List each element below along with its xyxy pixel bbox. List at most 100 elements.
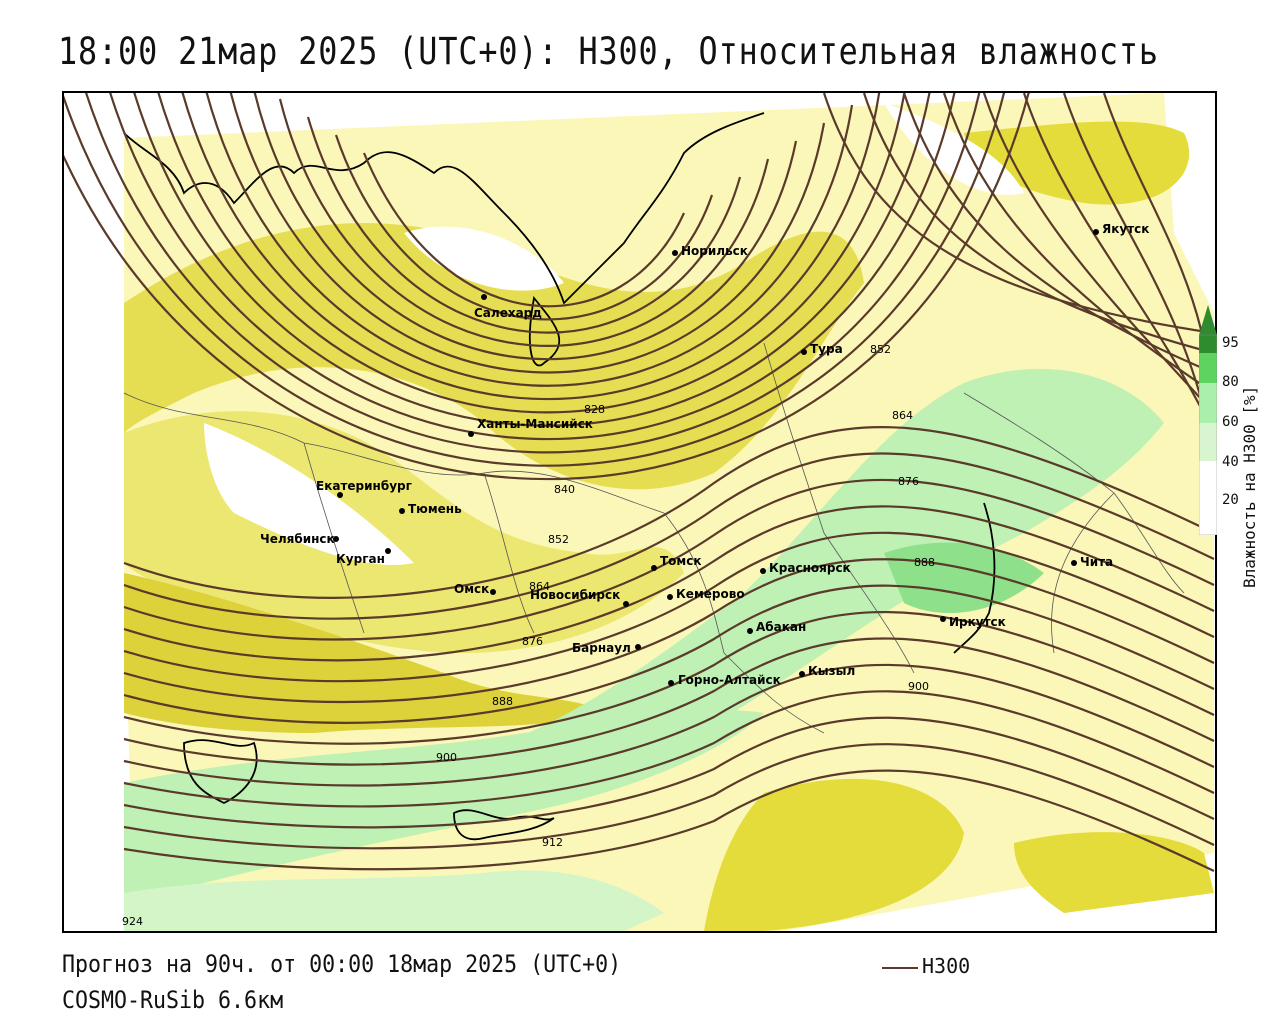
isoline-label: 900 [908,680,929,693]
city-barnaul: Барнаул [572,641,641,655]
isoline-label: 876 [522,635,543,648]
map-area: 828 840 852 864 876 888 900 912 924 852 … [62,91,1217,933]
svg-text:Иркутск: Иркутск [949,615,1006,629]
city-tura: Тура [801,342,843,356]
isoline-label: 828 [584,403,605,416]
svg-text:Омск: Омск [454,582,489,596]
isoline [123,769,1215,872]
city-norilsk: Норильск [672,244,748,258]
admin-boundaries [123,342,1185,734]
isoline [123,425,1215,599]
city-abakan: Абакан [747,620,806,634]
isoline-label: 876 [898,475,919,488]
isoline-label: 864 [892,409,913,422]
h300-legend: H300 [882,954,970,978]
city-tyumen: Тюмень [399,502,462,516]
city-krasnoyarsk: Красноярск [760,561,851,575]
isoline-label: 852 [548,533,569,546]
isoline [181,93,881,401]
model-name: COSMO-RuSib 6.6км [62,986,284,1014]
isoline [822,93,1215,335]
city-omsk: Омск [454,582,496,596]
svg-text:Кызыл: Кызыл [808,664,855,678]
city-chita: Чита [1071,555,1113,569]
city-novosibirsk: Новосибирск [530,588,629,607]
isoline-label: 840 [554,483,575,496]
svg-text:Екатеринбург: Екатеринбург [316,479,412,493]
isoline [902,93,1215,375]
forecast-info: Прогноз на 90ч. от 00:00 18мар 2025 (UTC… [62,950,622,978]
isoline [862,93,1215,355]
city-salekhard: Салехард [474,294,542,320]
city-kurgan: Курган [336,548,391,566]
city-kyzyl: Кызыл [799,664,855,678]
h300-line-swatch [882,966,918,969]
city-kemerovo: Кемерово [667,587,745,601]
isoline [334,134,714,321]
svg-text:Курган: Курган [336,552,385,566]
isoline-labels: 828 840 852 864 876 888 900 912 924 852 … [122,343,935,928]
isoline-label: 852 [870,343,891,356]
isoline [123,478,1215,641]
isoline [229,93,826,374]
map-title: 18:00 21мар 2025 (UTC+0): H300, Относите… [58,30,1159,73]
h300-legend-label: H300 [922,954,971,978]
isoline [123,690,1215,808]
isoline [205,93,854,387]
colorbar-tick: 80 [1222,374,1239,390]
colorbar-axis-label: Влажность на H300 [%] [1240,385,1259,588]
city-yakutsk: Якутск [1093,222,1149,236]
svg-text:Ханты-Мансийск: Ханты-Мансийск [477,417,593,431]
svg-text:Красноярск: Красноярск [769,561,851,575]
svg-text:Абакан: Абакан [756,620,806,634]
isoline [64,93,1030,481]
isoline [123,584,1215,724]
svg-text:Якутск: Якутск [1102,222,1149,236]
isoline [123,531,1215,683]
svg-text:Челябинск: Челябинск [260,532,335,546]
isoline [1022,93,1215,434]
h300-isolines [64,93,1215,872]
svg-text:Горно-Алтайск: Горно-Алтайск [678,673,781,687]
isoline-label: 924 [122,915,143,928]
city-gorno-altaysk: Горно-Алтайск [668,673,781,687]
isoline [362,152,686,308]
isoline-label: 888 [914,556,935,569]
svg-text:Тюмень: Тюмень [408,502,462,516]
svg-text:Барнаул: Барнаул [572,641,631,655]
isoline [123,663,1215,787]
isoline [306,116,742,334]
svg-text:Кемерово: Кемерово [676,587,745,601]
city-khanty-mansiysk: Ханты-Мансийск [468,417,593,437]
isoline [123,505,1215,662]
svg-text:Тура: Тура [810,342,843,356]
isoline [123,637,1215,766]
svg-text:Чита: Чита [1080,555,1113,569]
isoline [133,93,931,427]
isoline [253,93,798,361]
colorbar-tick: 20 [1222,492,1239,508]
isoline [982,93,1215,414]
colorbar-tick: 40 [1222,454,1239,470]
humidity-colorbar [1199,305,1217,535]
city-yekaterinburg: Екатеринбург [316,479,412,498]
isoline [278,98,770,347]
isoline-label: 888 [492,695,513,708]
svg-text:Норильск: Норильск [681,244,748,258]
cities: Якутск Норильск Салехард Тура Ханты-Манс… [260,222,1149,687]
city-irkutsk: Иркутск [940,615,1006,629]
isoline [123,558,1215,704]
city-tomsk: Томск [651,554,702,571]
colorbar-tick: 95 [1222,335,1239,351]
isoline-label: 900 [436,751,457,764]
isoline [109,93,956,440]
isoline-label: 864 [529,580,550,593]
humidity-map: 828 840 852 864 876 888 900 912 924 852 … [64,93,1215,931]
isoline [942,93,1215,394]
isoline [64,93,1005,467]
isoline [157,93,906,414]
isoline-label: 912 [542,836,563,849]
isoline [123,716,1215,829]
city-chelyabinsk: Челябинск [260,532,339,546]
isoline [123,610,1215,745]
